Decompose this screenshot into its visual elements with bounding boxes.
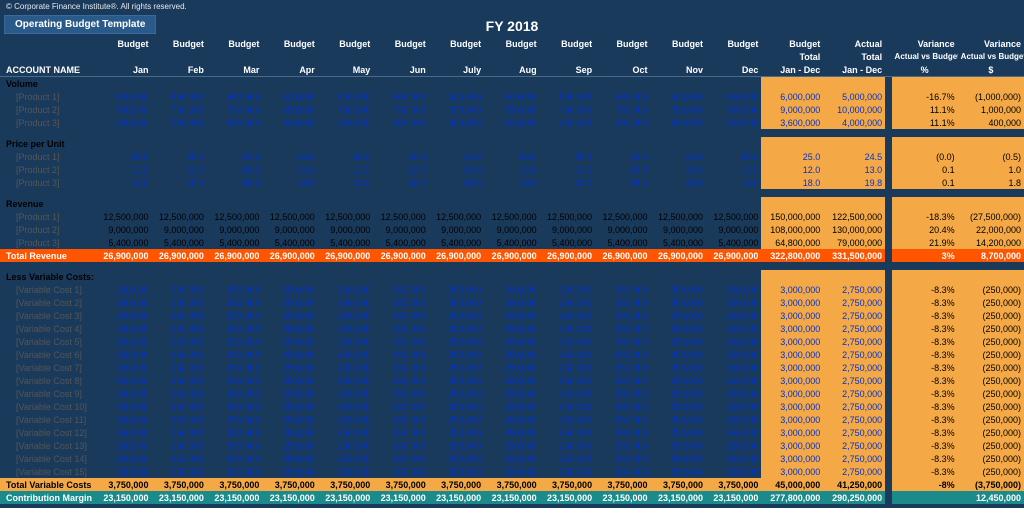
header-row-3: ACCOUNT NAME JanFeb MarApr MayJun JulyAu… [0, 63, 1024, 77]
table-row: [Variable Cost 2]250,000250,000250,00025… [0, 296, 1024, 309]
table-row: [Variable Cost 6]250,000250,000250,00025… [0, 348, 1024, 361]
budget-table: BudgetBudget BudgetBudget BudgetBudget B… [0, 37, 1024, 504]
copyright: © Corporate Finance Institute®. All righ… [0, 0, 1024, 13]
table-row: [Variable Cost 9]250,000250,000250,00025… [0, 387, 1024, 400]
table-row: [Variable Cost 8]250,000250,000250,00025… [0, 374, 1024, 387]
header-row-1: BudgetBudget BudgetBudget BudgetBudget B… [0, 37, 1024, 50]
section-header: Price per Unit [0, 137, 1024, 150]
table-row: [Variable Cost 10]250,000250,000250,0002… [0, 400, 1024, 413]
table-row: [Product 3]18.018.018.018.018.018.018.01… [0, 176, 1024, 189]
table-row: [Variable Cost 13]250,000250,000250,0002… [0, 439, 1024, 452]
table-row: [Product 2]12.012.012.012.012.012.012.01… [0, 163, 1024, 176]
table-row: [Product 1]500,000500,000500,000500,0005… [0, 90, 1024, 103]
table-row: [Variable Cost 4]250,000250,000250,00025… [0, 322, 1024, 335]
table-row: [Product 3]300,000300,000300,000300,0003… [0, 116, 1024, 129]
section-header: Revenue [0, 197, 1024, 210]
section-header: Volume [0, 77, 1024, 91]
table-row: [Variable Cost 12]250,000250,000250,0002… [0, 426, 1024, 439]
table-row: [Variable Cost 7]250,000250,000250,00025… [0, 361, 1024, 374]
table-row: [Variable Cost 1]250,000250,000250,00025… [0, 283, 1024, 296]
table-row: [Product 1]12,500,00012,500,00012,500,00… [0, 210, 1024, 223]
header-block: Operating Budget Template FY 2018 Budget… [0, 13, 1024, 508]
table-row: [Product 2]9,000,0009,000,0009,000,0009,… [0, 223, 1024, 236]
table-row: [Variable Cost 14]250,000250,000250,0002… [0, 452, 1024, 465]
table-row: [Variable Cost 5]250,000250,000250,00025… [0, 335, 1024, 348]
section-header: Less Variable Costs: [0, 270, 1024, 283]
template-title: Operating Budget Template [4, 15, 156, 34]
header-row-2: Total Total Actual vs Budget Actual vs B… [0, 50, 1024, 63]
table-row: [Variable Cost 11]250,000250,000250,0002… [0, 413, 1024, 426]
table-row: [Variable Cost 3]250,000250,000250,00025… [0, 309, 1024, 322]
budget-sheet: © Corporate Finance Institute®. All righ… [0, 0, 1024, 508]
total-row: Total Revenue26,900,00026,900,00026,900,… [0, 249, 1024, 262]
table-row: [Product 2]750,000750,000750,000750,0007… [0, 103, 1024, 116]
table-row: [Variable Cost 15]250,000250,000250,0002… [0, 465, 1024, 478]
table-row: [Product 1]25.025.025.025.025.025.025.02… [0, 150, 1024, 163]
contribution-margin-row: Contribution Margin23,150,00023,150,0002… [0, 491, 1024, 504]
table-row: [Product 3]5,400,0005,400,0005,400,0005,… [0, 236, 1024, 249]
total-row: Total Variable Costs3,750,0003,750,0003,… [0, 478, 1024, 491]
